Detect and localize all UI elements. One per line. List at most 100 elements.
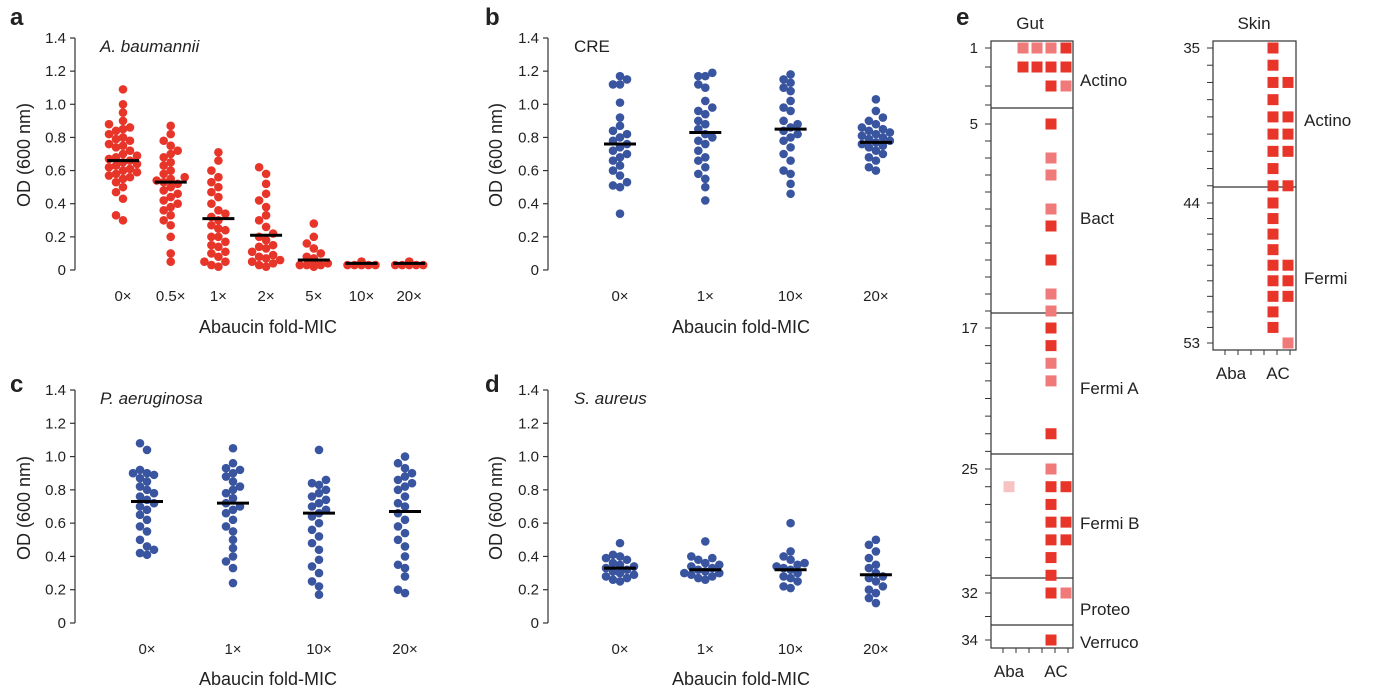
heatmap-cell xyxy=(1045,80,1057,92)
data-point xyxy=(207,220,216,230)
data-point xyxy=(128,468,138,478)
data-point xyxy=(228,543,238,553)
data-point xyxy=(149,488,159,498)
data-point xyxy=(871,119,881,129)
x-tick-label: 1× xyxy=(697,641,714,658)
data-point xyxy=(214,224,223,233)
chart-c: 0 0.2 0.4 0.6 0.8 1.0 1.2 1.4 0× 1× 10× 20× xyxy=(45,382,421,658)
heatmap-cell xyxy=(1045,463,1057,475)
x-tick-label: 0× xyxy=(611,641,628,658)
data-point xyxy=(118,149,128,159)
data-point xyxy=(701,71,710,81)
panel-label-c: P. aeruginosa xyxy=(100,389,203,408)
data-point xyxy=(629,570,639,580)
data-point xyxy=(622,149,632,159)
y-tick-label: 1.0 xyxy=(518,449,539,466)
data-point xyxy=(701,109,710,119)
data-point xyxy=(786,106,795,116)
heatmap-cell xyxy=(1267,145,1279,157)
heatmap-cell xyxy=(1045,481,1057,493)
data-point xyxy=(159,206,168,215)
data-point xyxy=(207,260,216,270)
data-point xyxy=(166,129,175,139)
y-tick-label: 0.2 xyxy=(518,582,539,599)
data-point xyxy=(694,169,703,179)
data-point xyxy=(864,143,874,152)
data-point xyxy=(701,537,710,546)
data-point xyxy=(159,169,168,179)
data-point xyxy=(400,472,410,481)
heatmap-cell xyxy=(1060,587,1072,599)
y-tick-label: 0.2 xyxy=(45,229,66,246)
heatmap-cell xyxy=(1060,534,1072,546)
data-point xyxy=(878,582,888,591)
y-tick-label: 0.6 xyxy=(518,515,539,532)
data-point xyxy=(393,535,403,545)
data-point xyxy=(118,182,128,192)
data-point xyxy=(135,522,145,531)
heatmap-cell xyxy=(1267,213,1279,225)
data-point xyxy=(166,157,175,167)
data-point xyxy=(214,252,223,262)
data-point xyxy=(228,552,238,561)
data-point xyxy=(708,572,717,581)
x-tick-label: 0× xyxy=(114,288,131,305)
data-point xyxy=(701,96,710,106)
heatmap-cell xyxy=(1045,340,1057,352)
data-point xyxy=(228,485,238,495)
data-point xyxy=(871,129,881,139)
heatmap-cell xyxy=(1267,228,1279,240)
data-point xyxy=(779,166,788,175)
data-point xyxy=(268,250,278,260)
chart-b: 0 0.2 0.4 0.6 0.8 1.0 1.2 1.4 0× 1× 10× 20× xyxy=(518,30,895,305)
data-point xyxy=(878,124,888,134)
data-point xyxy=(400,482,410,491)
y-tick-label: 0.4 xyxy=(45,548,66,565)
data-point xyxy=(615,80,625,89)
scatter-plots: 0 0.2 0.4 0.6 0.8 1.0 1.2 1.4 0× 0.5× 1× 2× 5× 10× 20×… xyxy=(45,30,895,658)
data-point xyxy=(166,182,175,192)
data-point xyxy=(615,209,625,218)
heatmap-cell xyxy=(1017,42,1029,54)
data-point xyxy=(701,174,710,184)
data-point xyxy=(214,242,223,252)
heatmap-block-gut: Gut 1 5 17 25 32 34 Actino Bact Fermi A Fermi B Pro… xyxy=(961,14,1139,681)
ylabel-b: OD (600 nm) xyxy=(486,103,506,207)
group-label: Fermi xyxy=(1304,269,1347,288)
data-point xyxy=(786,156,795,165)
data-point xyxy=(166,149,175,159)
data-point xyxy=(166,202,175,212)
data-point xyxy=(221,472,231,481)
heatmap-cell xyxy=(1045,375,1057,387)
data-point xyxy=(314,518,324,528)
heatmap-cell xyxy=(1267,59,1279,71)
group-label: Verruco xyxy=(1080,633,1139,652)
row-tick-label: 44 xyxy=(1183,195,1200,212)
heatmap-cell xyxy=(1267,244,1279,256)
y-tick-label: 0.8 xyxy=(518,129,539,146)
data-point xyxy=(615,71,625,81)
data-point xyxy=(118,166,128,175)
data-point xyxy=(261,179,271,189)
data-point xyxy=(142,515,152,525)
x-tick-label: 0× xyxy=(611,288,628,305)
data-point xyxy=(125,146,135,155)
data-point xyxy=(228,563,238,573)
group-label: Bact xyxy=(1080,209,1114,228)
data-point xyxy=(214,192,223,202)
data-point xyxy=(268,240,278,250)
data-point xyxy=(786,555,795,565)
column-label: AC xyxy=(1266,364,1290,383)
data-point xyxy=(135,473,145,483)
heatmap-cell xyxy=(1282,180,1294,192)
data-point xyxy=(400,452,410,461)
data-point xyxy=(864,563,874,573)
data-point xyxy=(111,211,121,220)
group-label: Fermi B xyxy=(1080,514,1140,533)
data-point xyxy=(779,136,788,146)
data-point xyxy=(601,553,611,563)
y-tick-label: 0.6 xyxy=(45,163,66,180)
data-point xyxy=(228,477,238,486)
x-tick-label: 1× xyxy=(210,288,227,305)
data-point xyxy=(302,260,312,270)
